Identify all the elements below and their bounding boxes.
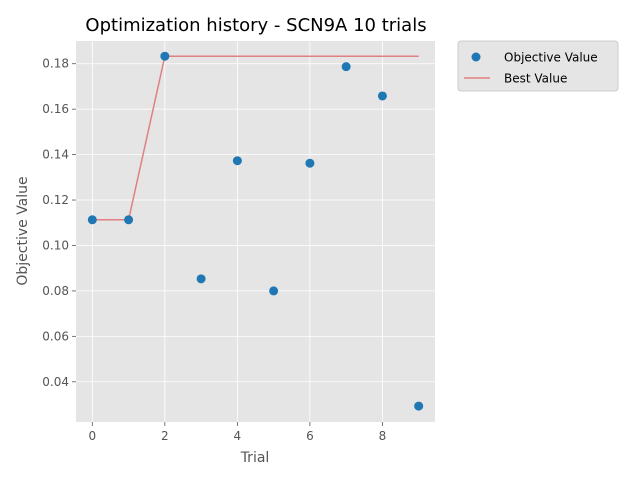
y-tick-label: 0.08 xyxy=(42,284,69,298)
x-tick-label: 6 xyxy=(306,429,314,443)
x-tick-label: 2 xyxy=(161,429,169,443)
objective-value-point xyxy=(269,286,279,296)
legend-label-best-value: Best Value xyxy=(504,72,567,86)
objective-value-point xyxy=(160,51,170,61)
objective-value-point xyxy=(341,62,351,72)
x-tick-label: 4 xyxy=(234,429,242,443)
objective-value-point xyxy=(87,215,97,225)
x-axis-ticks: 0 2 4 6 8 xyxy=(88,422,386,443)
objective-value-point xyxy=(305,158,315,168)
objective-value-point xyxy=(124,215,134,225)
y-tick-label: 0.12 xyxy=(42,193,69,207)
y-tick-label: 0.18 xyxy=(42,57,69,71)
y-tick-label: 0.10 xyxy=(42,238,69,252)
objective-value-point xyxy=(196,274,206,284)
legend: Objective Value Best Value xyxy=(457,40,619,92)
x-tick-label: 0 xyxy=(88,429,96,443)
x-axis-label: Trial xyxy=(240,450,270,466)
chart-title: Optimization history - SCN9A 10 trials xyxy=(85,15,426,36)
objective-value-point xyxy=(377,91,387,101)
y-tick-label: 0.14 xyxy=(42,148,69,162)
y-axis-ticks: 0.04 0.06 0.08 0.10 0.12 0.14 0.16 0.18 xyxy=(42,57,76,389)
grid-lines xyxy=(76,41,435,422)
x-tick-label: 8 xyxy=(379,429,387,443)
plot-area xyxy=(76,41,435,422)
objective-value-point xyxy=(232,156,242,166)
legend-box xyxy=(457,40,619,92)
y-tick-label: 0.16 xyxy=(42,102,69,116)
objective-value-point xyxy=(414,401,424,411)
y-tick-label: 0.06 xyxy=(42,329,69,343)
series-layer xyxy=(87,51,424,411)
y-tick-label: 0.04 xyxy=(42,375,69,389)
y-axis-label: Objective Value xyxy=(15,176,31,285)
best-value-line xyxy=(92,55,419,221)
legend-marker-objective-value xyxy=(471,52,481,62)
legend-label-objective-value: Objective Value xyxy=(504,51,598,65)
